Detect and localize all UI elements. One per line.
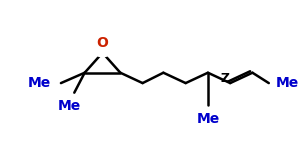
Text: Me: Me	[57, 99, 81, 113]
Circle shape	[95, 49, 110, 57]
Text: Me: Me	[27, 76, 51, 90]
Text: O: O	[97, 36, 108, 50]
Text: Me: Me	[276, 76, 299, 90]
Text: Me: Me	[196, 112, 220, 126]
Text: Z: Z	[221, 72, 230, 85]
